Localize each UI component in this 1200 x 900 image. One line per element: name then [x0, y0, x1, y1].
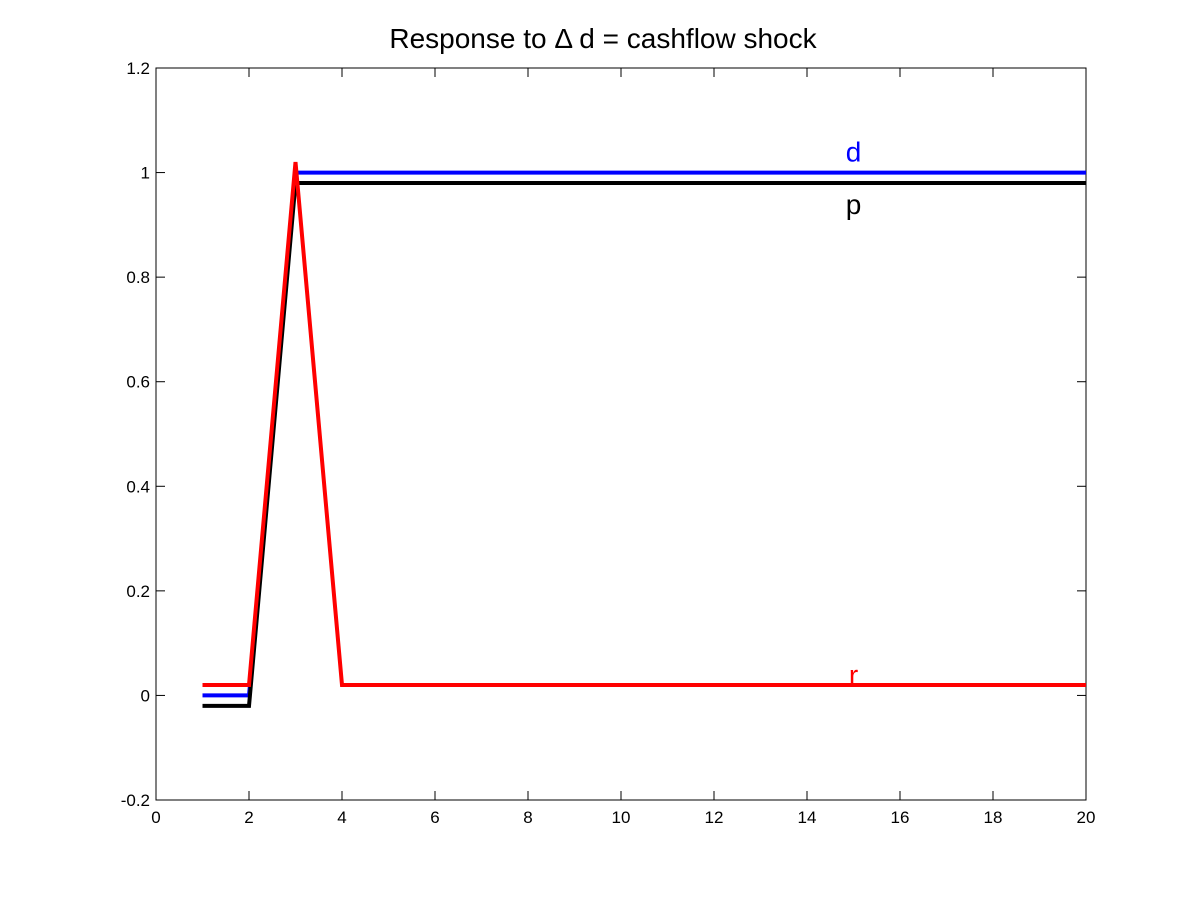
plot-area: 0 2 4 6 8 10 12 14 16 18 20 -0.200.20.40.60.811.2 … — [121, 59, 1096, 827]
y-tick-label: -0.2 — [121, 791, 150, 810]
x-tick-label: 18 — [984, 808, 1003, 827]
y-axis: -0.2 0 0.2 0.4 0.6 0.8 1 1.2 — [121, 59, 1086, 810]
x-tick-label: 4 — [337, 808, 346, 827]
y-tick-label: 1.2 — [126, 59, 150, 78]
x-tick-label: 20 — [1077, 808, 1096, 827]
series-label-d: d — [846, 137, 862, 168]
chart-title: Response to Δ d = cashflow shock — [389, 23, 817, 54]
y-tick-label: 1 — [141, 164, 150, 183]
series-line-r — [202, 161, 1086, 687]
y-tick-label: 0.6 — [126, 373, 150, 392]
x-tick-label: 6 — [430, 808, 439, 827]
x-tick-label: 14 — [798, 808, 817, 827]
y-tick-label: 0.4 — [126, 477, 150, 496]
x-tick-label: 0 — [151, 808, 160, 827]
y-tick-label: 0 — [141, 686, 150, 705]
series-labels: dp r — [846, 137, 862, 691]
series-label-r: r — [849, 660, 858, 691]
x-tick-label: 10 — [612, 808, 631, 827]
y-tick-label: 0.2 — [126, 582, 150, 601]
series-label-p: p — [846, 189, 862, 220]
x-axis: 0 2 4 6 8 10 12 14 16 18 20 — [151, 68, 1095, 827]
series-lines — [202, 161, 1086, 708]
x-tick-label: 16 — [891, 808, 910, 827]
x-tick-label: 12 — [705, 808, 724, 827]
x-tick-label: 8 — [523, 808, 532, 827]
y-tick-label: 0.8 — [126, 268, 150, 287]
x-tick-label: 2 — [244, 808, 253, 827]
